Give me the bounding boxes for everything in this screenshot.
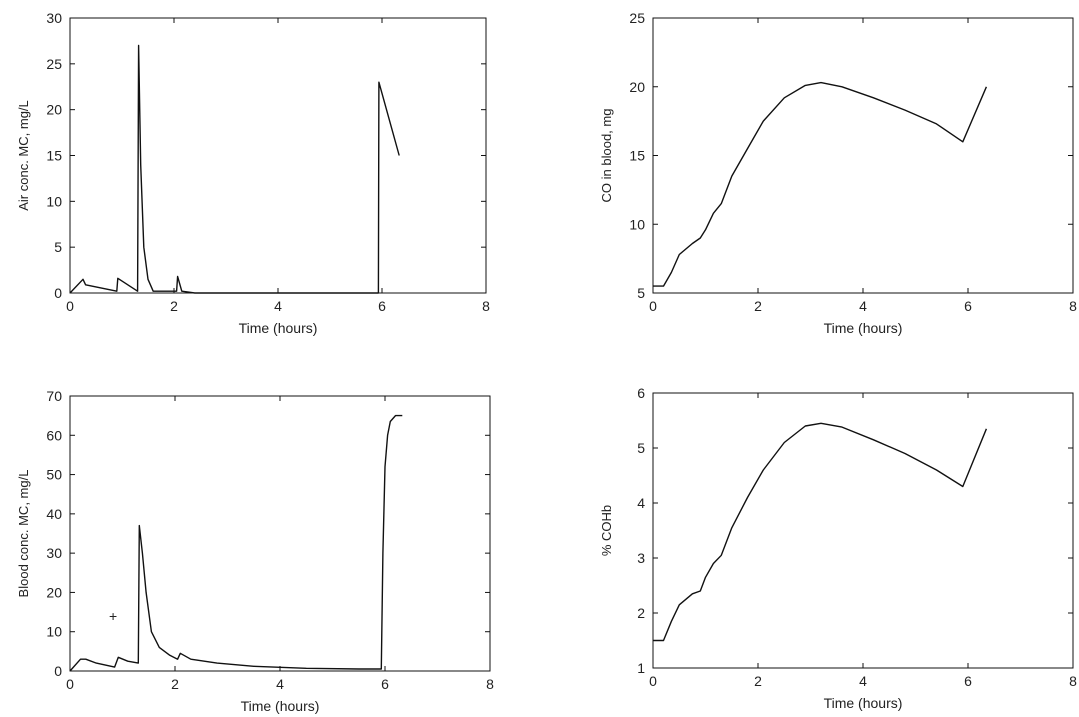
y-tick-label: 10	[46, 624, 62, 640]
y-tick-label: 20	[46, 102, 62, 118]
x-tick-label: 6	[381, 676, 389, 692]
y-tick-label: 2	[637, 605, 645, 621]
x-tick-label: 2	[170, 298, 178, 314]
y-tick-label: 10	[629, 216, 645, 232]
x-tick-label: 0	[66, 676, 74, 692]
y-tick-label: 20	[629, 79, 645, 95]
chart-co-blood: 0 2 4 6 8 5 10 15 20 25 Time (hours) CO in blood, m…	[599, 10, 1077, 336]
plot-frame	[652, 392, 1074, 669]
x-axis-label: Time (hours)	[241, 698, 320, 714]
y-tick-label: 0	[54, 285, 62, 301]
series-line	[69, 44, 400, 294]
chart-cohb: 0 2 4 6 8 1 2 3 4 5 6 Time (hours) % COHb	[599, 385, 1077, 711]
y-tick-label: 4	[637, 495, 645, 511]
x-tick-label: 0	[649, 298, 657, 314]
x-tick-label: 6	[378, 298, 386, 314]
x-tick-label: 0	[66, 298, 74, 314]
plot-frame	[69, 17, 487, 294]
plot-frame	[652, 17, 1074, 294]
y-tick-label: 20	[46, 584, 62, 600]
chart-air-conc: 0 2 4 6 8 0 5 10 15 20 25 30 Time (hours) Air conc. M…	[16, 10, 490, 336]
y-tick-label: 40	[46, 506, 62, 522]
y-tick-label: 25	[46, 56, 62, 72]
series-line	[653, 422, 988, 642]
y-tick-label: 70	[46, 388, 62, 404]
y-tick-label: 50	[46, 467, 62, 483]
y-tick-label: 5	[54, 239, 62, 255]
x-axis-label: Time (hours)	[824, 695, 903, 711]
x-axis-label: Time (hours)	[239, 320, 318, 336]
x-tick-label: 8	[482, 298, 490, 314]
y-tick-label: 1	[637, 660, 645, 676]
x-tick-label: 8	[1069, 298, 1077, 314]
y-tick-label: 15	[629, 148, 645, 164]
annotation-marker: +	[109, 608, 117, 624]
y-tick-label: 3	[637, 550, 645, 566]
x-tick-label: 4	[859, 298, 867, 314]
plot-frame	[69, 395, 491, 672]
series-line	[653, 81, 988, 287]
x-tick-label: 0	[649, 673, 657, 689]
y-tick-label: 60	[46, 427, 62, 443]
y-tick-label: 30	[46, 545, 62, 561]
y-axis-label: % COHb	[599, 505, 614, 556]
y-tick-label: 30	[46, 10, 62, 26]
y-axis-label: Blood conc. MC, mg/L	[16, 470, 31, 598]
x-tick-label: 8	[1069, 673, 1077, 689]
x-axis-label: Time (hours)	[824, 320, 903, 336]
x-tick-label: 6	[964, 673, 972, 689]
y-tick-label: 6	[637, 385, 645, 401]
x-tick-label: 2	[171, 676, 179, 692]
x-tick-label: 2	[754, 673, 762, 689]
x-tick-label: 6	[964, 298, 972, 314]
y-tick-label: 0	[54, 663, 62, 679]
y-axis-label: CO in blood, mg	[599, 109, 614, 203]
x-tick-label: 4	[276, 676, 284, 692]
y-axis-label: Air conc. MC, mg/L	[16, 100, 31, 211]
x-tick-label: 8	[486, 676, 494, 692]
x-tick-label: 4	[859, 673, 867, 689]
series-line	[69, 414, 403, 672]
x-tick-label: 4	[274, 298, 282, 314]
y-tick-label: 5	[637, 285, 645, 301]
y-tick-label: 15	[46, 148, 62, 164]
y-tick-label: 5	[637, 440, 645, 456]
chart-blood-conc: 0 2 4 6 8 0 10 20 30 40 50 60 70 Time (hours) Blood co…	[16, 388, 494, 714]
y-tick-label: 25	[629, 10, 645, 26]
y-tick-label: 10	[46, 193, 62, 209]
x-tick-label: 2	[754, 298, 762, 314]
